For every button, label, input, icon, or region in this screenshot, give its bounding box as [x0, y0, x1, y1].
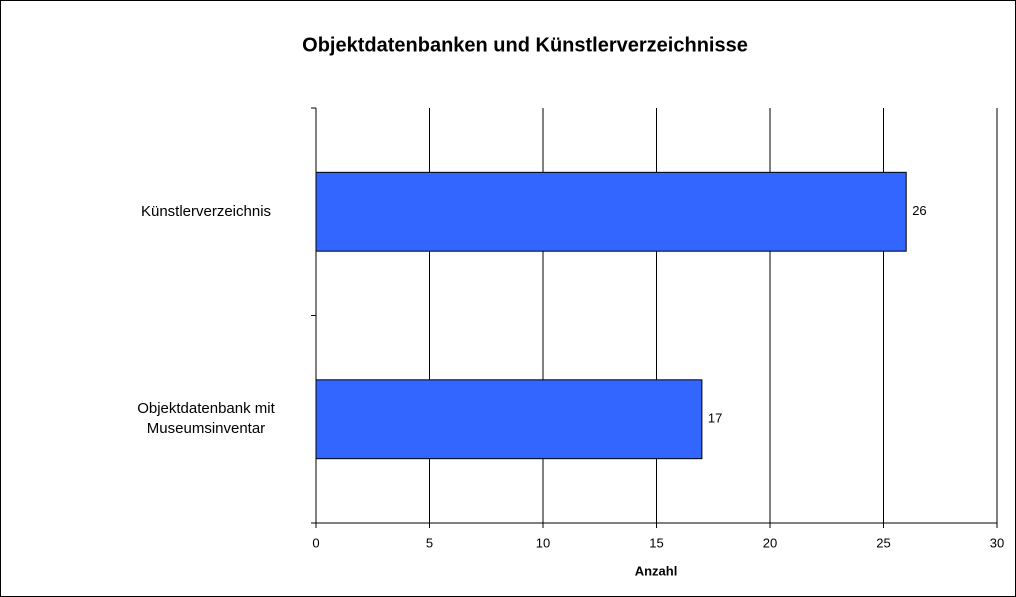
value-label: 26	[912, 203, 926, 218]
chart-title: Objektdatenbanken und Künstlerverzeichni…	[302, 34, 748, 56]
y-tick-label: Künstlerverzeichnis	[140, 202, 272, 220]
y-tick-label: Objektdatenbank mit Museumsinventar	[137, 400, 275, 438]
x-tick-label: 0	[312, 535, 319, 550]
x-tick-label: 10	[536, 535, 550, 550]
x-tick-label: 15	[649, 535, 663, 550]
x-tick-label: 5	[426, 535, 433, 550]
x-axis-label: Anzahl	[635, 563, 678, 578]
x-tick-label: 20	[763, 535, 777, 550]
x-tick-label: 30	[990, 535, 1004, 550]
bar	[315, 379, 703, 460]
x-tick-label: 25	[876, 535, 890, 550]
bar	[315, 171, 907, 252]
value-label: 17	[708, 411, 722, 426]
